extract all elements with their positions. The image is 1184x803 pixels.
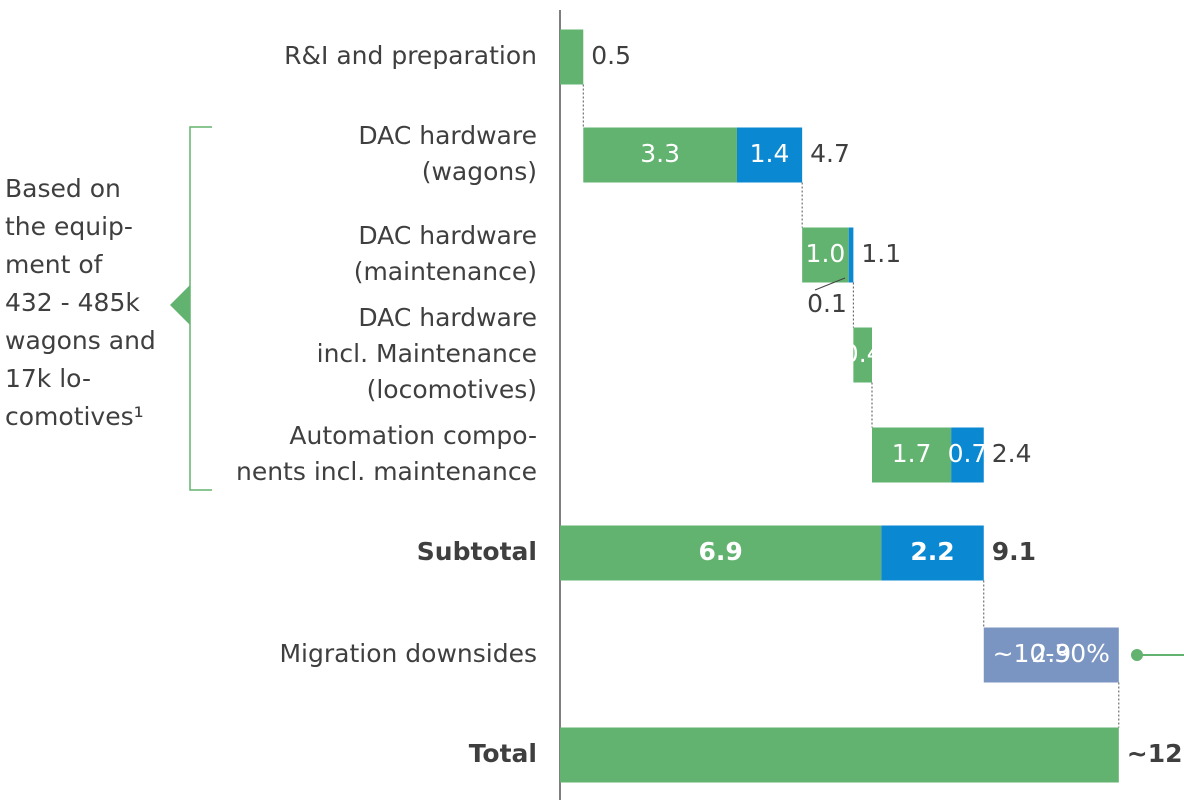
bar-segment bbox=[560, 727, 1119, 783]
total-label: 2.4 bbox=[992, 439, 1032, 468]
annotation: ~10-30% bbox=[993, 639, 1110, 668]
category-label: (wagons) bbox=[422, 157, 537, 186]
bracket-note: 17k lo- bbox=[5, 364, 91, 393]
bracket-note: the equip- bbox=[5, 212, 133, 241]
bracket-note: wagons and bbox=[5, 326, 156, 355]
total-label: 4.7 bbox=[810, 139, 850, 168]
value-label: 1.0 bbox=[806, 239, 846, 268]
bar-segment bbox=[560, 29, 584, 85]
category-label: Migration downsides bbox=[279, 639, 537, 668]
category-label: DAC hardware bbox=[358, 303, 537, 332]
bar-segment bbox=[983, 627, 1119, 683]
bracket-note: ment of bbox=[5, 250, 104, 279]
value-label: 0.7 bbox=[948, 439, 988, 468]
value-label: 0.1 bbox=[807, 289, 847, 318]
value-label: 3.3 bbox=[640, 139, 680, 168]
bar-segment bbox=[802, 227, 849, 283]
category-label: (locomotives) bbox=[367, 375, 537, 404]
callout-dot bbox=[1131, 649, 1143, 661]
bar-segment bbox=[560, 525, 882, 581]
total-label: 1.1 bbox=[861, 239, 901, 268]
bracket-pointer bbox=[170, 285, 190, 325]
category-label: R&I and preparation bbox=[284, 41, 537, 70]
category-label: incl. Maintenance bbox=[317, 339, 537, 368]
category-label: nents incl. maintenance bbox=[236, 457, 537, 486]
bracket-note: comotives¹ bbox=[5, 402, 144, 431]
category-label: Automation compo- bbox=[289, 421, 537, 450]
value-label: 2.2 bbox=[910, 537, 954, 566]
value-label: 6.9 bbox=[699, 537, 743, 566]
bar-segment bbox=[736, 127, 803, 183]
bar-segment bbox=[872, 427, 952, 483]
value-label: 1.4 bbox=[750, 139, 790, 168]
bracket-note: Based on bbox=[5, 174, 121, 203]
category-label: DAC hardware bbox=[358, 221, 537, 250]
leader-line bbox=[814, 277, 846, 291]
value-label: 0.4 bbox=[843, 339, 883, 368]
value-label: 1.7 bbox=[892, 439, 932, 468]
category-label: DAC hardware bbox=[358, 121, 537, 150]
bar-segment bbox=[848, 227, 854, 283]
value-label: 2.9 bbox=[1031, 639, 1071, 668]
bracket bbox=[189, 126, 212, 491]
bracket-note: 432 - 485k bbox=[5, 288, 140, 317]
value-label: ~12 bbox=[1127, 739, 1183, 768]
value-label: 0.5 bbox=[591, 41, 631, 70]
bar-segment bbox=[583, 127, 737, 183]
total-label: 9.1 bbox=[992, 537, 1036, 566]
bar-segment bbox=[853, 327, 872, 383]
category-label: (maintenance) bbox=[354, 257, 537, 286]
category-label: Total bbox=[469, 739, 537, 768]
bar-segment bbox=[951, 427, 984, 483]
category-label: Subtotal bbox=[417, 537, 537, 566]
bar-segment bbox=[881, 525, 984, 581]
